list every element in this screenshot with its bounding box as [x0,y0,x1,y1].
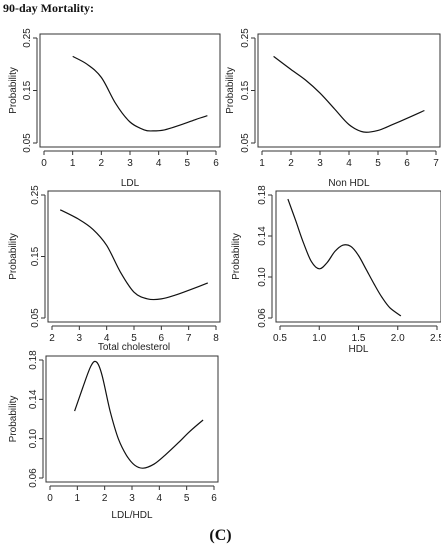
x-axis-label: Non HDL [328,178,370,189]
x-tick-label: 5 [184,493,190,504]
probability-curve [74,360,204,469]
x-tick-label: 6 [404,158,410,169]
x-tick-label: 0.5 [273,333,287,344]
y-tick-label: 0.06 [28,468,39,488]
x-tick-label: 3 [317,158,323,169]
x-tick-label: 2 [49,333,55,344]
x-tick-label: 5 [375,158,381,169]
y-tick-label: 0.25 [30,185,41,205]
x-tick-label: 3 [77,333,83,344]
x-axis-label: HDL [348,344,368,355]
x-tick-label: 6 [213,158,219,169]
chart-panel-4: 0.5 1.0 1.5 2.0 2.5 0.06 0.10 0.14 0.18 HDL Probab… [231,185,441,355]
x-tick-label: 0 [47,493,53,504]
y-tick-label: 0.14 [257,226,268,246]
y-tick-label: 0.14 [28,389,39,409]
x-tick-label: 2 [102,493,108,504]
y-tick-label: 0.18 [28,350,39,370]
x-tick-label: 5 [131,333,137,344]
chart-panel-5: 0 1 2 3 4 5 6 0.06 0.10 0.14 0.18 LDL/HDL Probabilit… [8,350,219,521]
x-tick-label: 5 [185,158,191,169]
y-tick-label: 0.15 [22,80,33,100]
y-tick-label: 0.06 [257,308,268,328]
x-tick-label: 1 [259,158,265,169]
probability-curve [72,55,208,132]
y-tick-label: 0.25 [240,28,251,48]
x-tick-label: 2 [288,158,294,169]
x-tick-label: 2.5 [430,333,441,344]
figure-caption: (C) [209,527,232,544]
x-tick-label: 0 [41,158,47,169]
y-tick-label: 0.15 [240,80,251,100]
x-tick-label: 1 [75,493,81,504]
figure-heading: 90-day Mortality: [3,1,94,15]
x-tick-label: 1 [70,158,76,169]
x-tick-label: 2 [99,158,105,169]
y-axis-label: Probability [8,396,19,443]
chart-panel-1: 0 1 2 3 4 5 6 0.05 0.15 0.25 LDL Probability [8,28,221,189]
x-tick-label: 3 [127,158,133,169]
y-tick-label: 0.05 [30,308,41,328]
y-tick-label: 0.18 [257,185,268,205]
y-tick-label: 0.05 [22,133,33,153]
x-axis-label: LDL [121,178,140,189]
x-tick-label: 1.0 [312,333,326,344]
x-tick-label: 7 [433,158,439,169]
plot-frame [39,33,221,148]
y-axis-label: Probability [231,233,242,280]
y-axis-label: Probability [8,233,19,280]
x-tick-label: 1.5 [352,333,366,344]
plot-frame [45,355,219,483]
probability-curve [273,55,425,133]
x-tick-label: 3 [129,493,135,504]
x-tick-label: 4 [156,158,162,169]
x-tick-label: 7 [186,333,192,344]
y-tick-label: 0.25 [22,28,33,48]
probability-curve [287,198,402,317]
x-tick-label: 6 [159,333,165,344]
x-tick-label: 8 [213,333,219,344]
y-tick-label: 0.10 [257,267,268,287]
y-tick-label: 0.15 [30,246,41,266]
y-axis-label: Probability [8,67,19,114]
chart-panel-3: 2 3 4 5 6 7 8 0.05 0.15 0.25 Total cholesterol Prob… [8,185,221,353]
y-axis-label: Probability [225,67,236,114]
x-tick-label: 2.0 [391,333,405,344]
y-tick-label: 0.10 [28,428,39,448]
plot-frame [257,33,441,148]
plot-frame [47,190,221,323]
x-axis-label: LDL/HDL [111,510,153,521]
x-tick-label: 4 [157,493,163,504]
plot-frame [275,190,441,323]
x-tick-label: 4 [346,158,352,169]
y-tick-label: 0.05 [240,133,251,153]
x-tick-label: 6 [211,493,217,504]
x-axis-label: Total cholesterol [98,342,170,353]
x-tick-label: 4 [104,333,110,344]
chart-panel-2: 1 2 3 4 5 6 7 0.05 0.15 0.25 Non HDL Probability [225,28,441,189]
probability-curve [59,209,209,301]
